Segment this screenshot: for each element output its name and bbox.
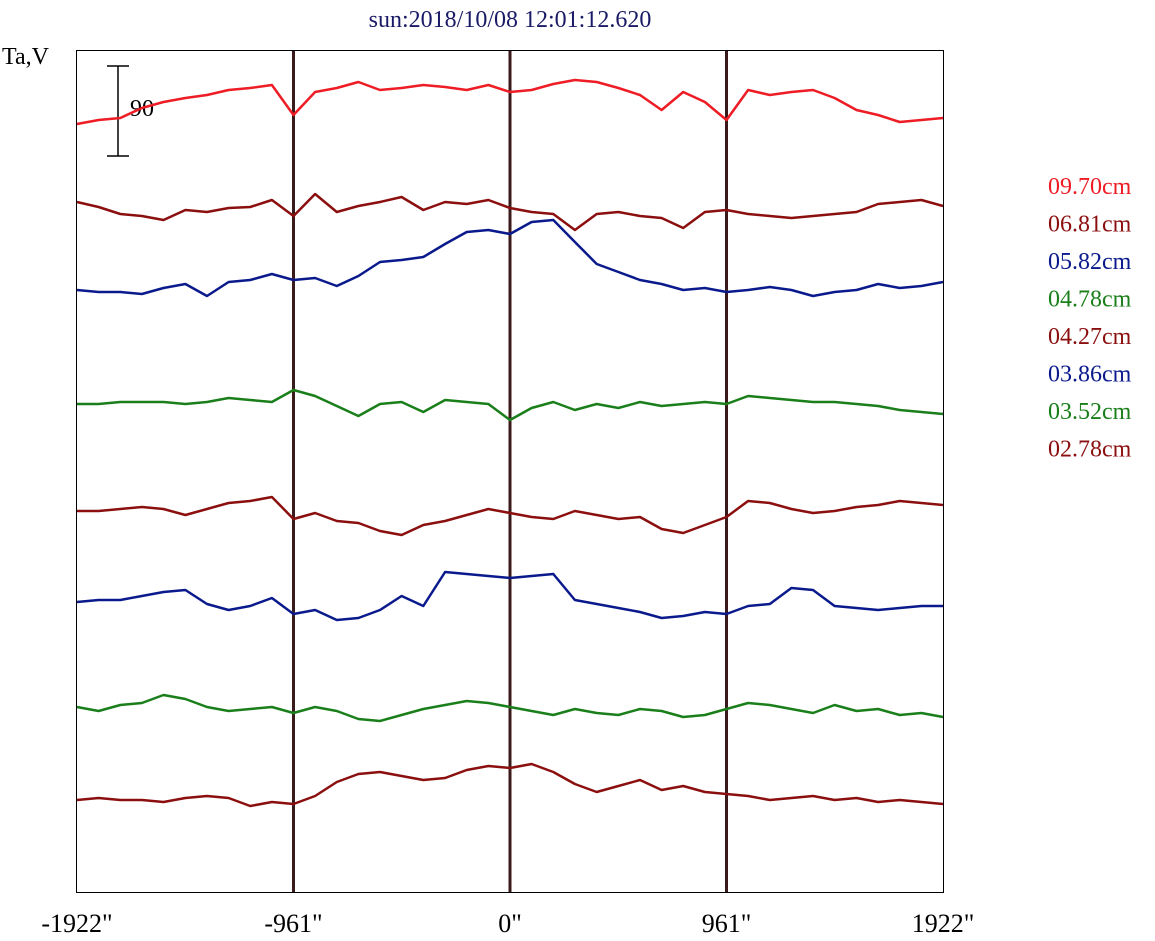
legend-item-02.78cm: 02.78cm bbox=[1048, 437, 1132, 463]
series-line-05.82cm bbox=[76, 218, 944, 298]
series-line-03.52cm bbox=[76, 693, 944, 723]
scale-bar: 90 bbox=[107, 65, 154, 157]
series-lines bbox=[76, 78, 944, 808]
series-line-02.78cm bbox=[76, 762, 944, 808]
legend-item-05.82cm: 05.82cm bbox=[1048, 249, 1132, 275]
legend-item-09.70cm: 09.70cm bbox=[1048, 174, 1132, 200]
legend-item-04.27cm: 04.27cm bbox=[1048, 324, 1132, 350]
legend-item-06.81cm: 06.81cm bbox=[1048, 212, 1132, 238]
x-tick-label-2: 0" bbox=[498, 909, 522, 938]
series-line-09.70cm bbox=[76, 78, 944, 126]
x-tick-labels: -1922" -961" 0" 961" 1922" bbox=[41, 909, 974, 938]
vertical-markers bbox=[292, 51, 728, 892]
series-line-03.86cm bbox=[76, 570, 943, 622]
legend-item-04.78cm: 04.78cm bbox=[1048, 287, 1132, 313]
x-tick-label-3: 961" bbox=[702, 909, 752, 938]
plot-frame bbox=[76, 50, 944, 893]
legend-item-03.86cm: 03.86cm bbox=[1048, 362, 1132, 388]
x-tick-label-0: -1922" bbox=[41, 909, 112, 938]
x-tick-label-1: -961" bbox=[264, 909, 322, 938]
series-line-04.27cm bbox=[77, 495, 944, 537]
series-line-04.78cm bbox=[77, 388, 944, 422]
legend: 09.70cm 06.81cm 05.82cm 04.78cm 04.27cm 03.86… bbox=[1048, 174, 1132, 463]
y-axis-label: Ta,V bbox=[2, 44, 50, 70]
chart-title: sun:2018/10/08 12:01:12.620 bbox=[369, 7, 652, 33]
legend-item-03.52cm: 03.52cm bbox=[1048, 399, 1132, 425]
x-tick-label-4: 1922" bbox=[912, 909, 975, 938]
series-line-06.81cm bbox=[76, 192, 944, 232]
